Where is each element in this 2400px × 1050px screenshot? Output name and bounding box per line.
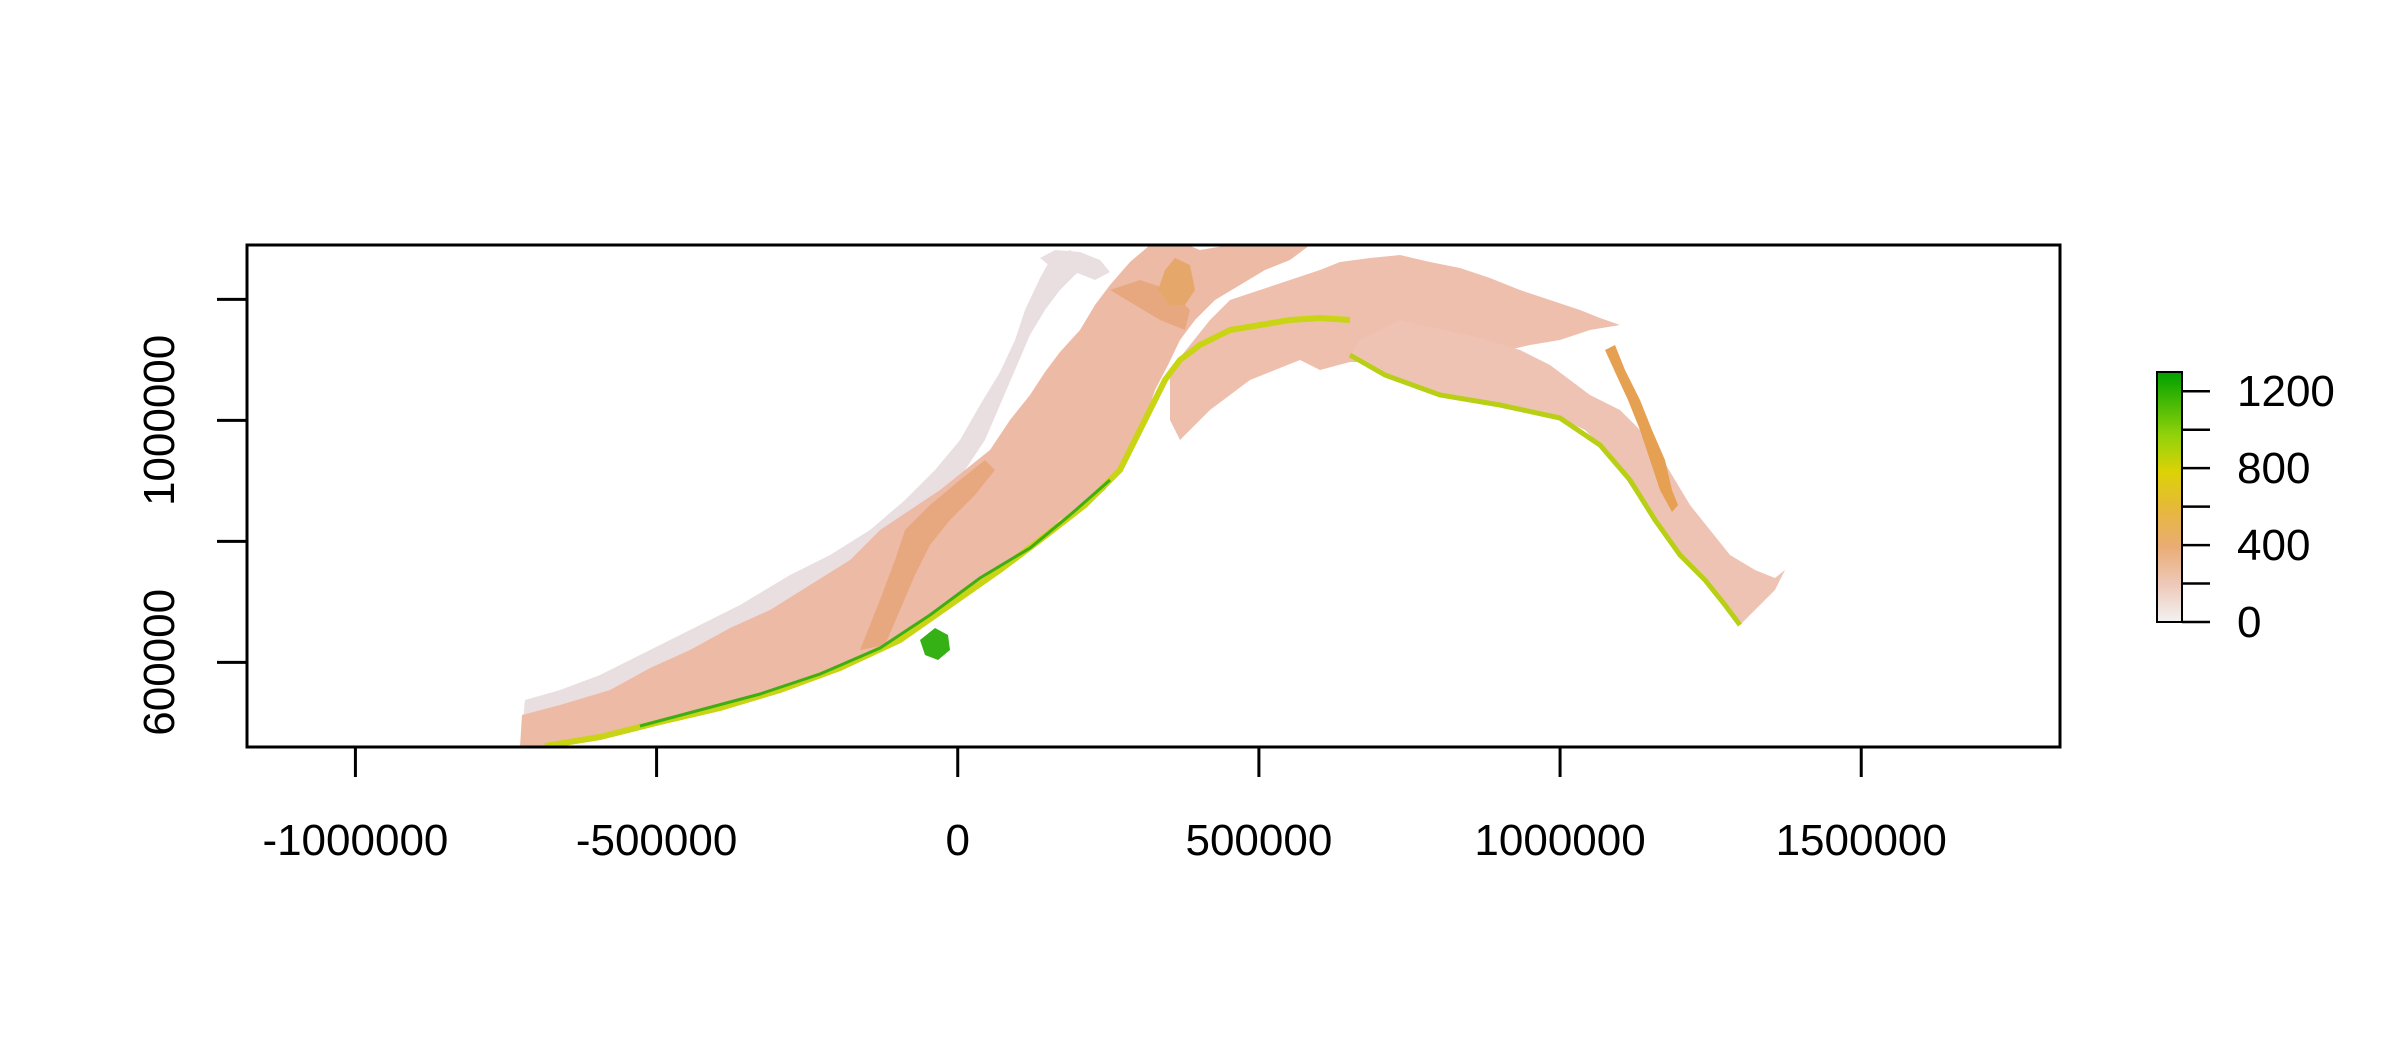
y-tick-label: 1000000	[135, 335, 184, 506]
x-tick-label: 0	[946, 816, 970, 865]
raster-region-north-inlet	[1158, 258, 1195, 305]
y-tick-label: 600000	[135, 589, 184, 736]
x-tick-label: -500000	[576, 816, 737, 865]
legend-tick-label: 1200	[2237, 367, 2335, 416]
legend-tick-label: 0	[2237, 598, 2261, 647]
y-axis: 600000 1000000	[135, 297, 249, 736]
raster-coast-fringe	[544, 314, 1351, 747]
raster-region-east-arm	[1350, 320, 1785, 625]
raster-coast-fringe-east	[1348, 352, 1742, 627]
color-legend: 0 400 800 1200	[2156, 367, 2335, 647]
raster-region-west-band	[520, 245, 1310, 747]
x-tick-label: 1000000	[1474, 816, 1645, 865]
legend-tick-label: 400	[2237, 521, 2310, 570]
raster-region-channel-1	[860, 460, 995, 650]
raster-coast-green-patch	[920, 628, 950, 660]
legend-tick-label: 800	[2237, 444, 2310, 493]
raster-coast-green-edge	[639, 478, 1111, 728]
x-tick-label: 1500000	[1776, 816, 1947, 865]
raster-region-east-fjord	[1605, 345, 1678, 512]
raster-region-west-arm	[520, 250, 1090, 747]
x-tick-label: 500000	[1185, 816, 1332, 865]
x-axis: -1000000 -500000 0 500000 1000000 1500000	[262, 745, 1947, 865]
legend-ticks: 0 400 800 1200	[2182, 367, 2335, 647]
elevation-raster	[520, 245, 1785, 747]
legend-color-bar	[2156, 371, 2183, 623]
x-tick-label: -1000000	[262, 816, 448, 865]
raster-region-north-light	[1040, 250, 1110, 280]
